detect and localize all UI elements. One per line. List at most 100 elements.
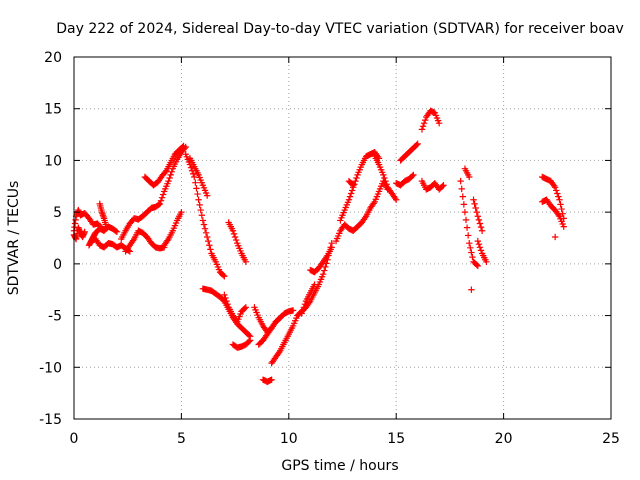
data-point-interp [464, 232, 472, 239]
data-point-interp [193, 185, 200, 192]
data-point [345, 196, 353, 203]
data-point-interp [554, 190, 561, 197]
data-point-interp [192, 179, 199, 186]
series-arc-22 [337, 148, 383, 224]
data-point-interp [196, 201, 203, 209]
data-point-interp [190, 170, 197, 178]
data-point-interp [558, 205, 565, 213]
data-point [180, 142, 187, 150]
series-arc-15 [225, 219, 250, 265]
data-point-interp [472, 204, 479, 212]
data-point [474, 213, 482, 220]
data-point [393, 196, 400, 203]
data-point-interp [166, 174, 173, 182]
data-point-interp [300, 304, 308, 311]
data-point-interp [421, 116, 429, 124]
series-arc-12 [199, 285, 254, 340]
x-axis-label: GPS time / hours [281, 458, 398, 474]
data-point [113, 228, 121, 235]
data-point-interp [245, 338, 253, 345]
data-point-interp [460, 201, 468, 208]
y-tick-label: 0 [53, 257, 62, 273]
data-point-interp [220, 272, 227, 279]
data-point-interp [158, 194, 166, 201]
data-point-interp [202, 229, 210, 237]
data-point [319, 271, 327, 278]
series-arc-9 [161, 208, 185, 249]
data-point-interp [222, 294, 229, 302]
data-point-interp [553, 187, 560, 194]
data-point-interp [477, 247, 485, 254]
data-point [483, 258, 490, 265]
data-point-interp [463, 224, 471, 231]
data-point-interp [467, 244, 474, 252]
x-tick-label: 15 [387, 431, 405, 447]
y-tick-label: 20 [44, 50, 62, 66]
x-tick-label: 0 [70, 431, 79, 447]
data-point-interp [241, 305, 248, 312]
data-point [474, 262, 482, 270]
series-arc-37 [551, 233, 559, 241]
series-arc-32 [470, 196, 486, 234]
data-point-interp [469, 253, 476, 261]
series-arc-10 [182, 151, 228, 280]
data-point-interp [420, 119, 428, 127]
series-arc-7 [122, 227, 168, 255]
data-point [470, 196, 477, 203]
data-point [380, 171, 387, 179]
data-point [229, 227, 237, 234]
data-point-interp [476, 220, 484, 227]
data-point [466, 239, 473, 247]
data-point [221, 291, 228, 299]
data-point-interp [419, 123, 427, 130]
data-point-interp [301, 300, 309, 308]
data-point-interp [224, 300, 231, 308]
x-tick-label: 25 [602, 431, 620, 447]
x-tick-label: 20 [495, 431, 513, 447]
series-arc-27 [397, 140, 421, 164]
data-point-interp [299, 307, 306, 314]
data-point [103, 223, 110, 230]
data-point-interp [559, 210, 566, 217]
data-point-interp [206, 242, 213, 249]
data-point [203, 233, 211, 241]
series-arc-13 [221, 291, 250, 325]
data-point [298, 310, 305, 317]
series-arc-25 [371, 153, 400, 203]
data-point-interp [155, 201, 163, 208]
data-point-interp [409, 172, 416, 180]
data-point [81, 228, 88, 235]
data-point-interp [230, 230, 238, 238]
data-point-interp [179, 143, 186, 151]
data-point [551, 233, 559, 241]
axis-ticks [73, 56, 612, 420]
data-point-interp [159, 191, 167, 198]
data-point-interp [477, 223, 485, 231]
y-tick-label: -15 [39, 412, 62, 428]
series-arc-21 [307, 244, 335, 276]
data-point-interp [112, 227, 120, 235]
data-point [466, 173, 473, 181]
series-arc-23 [332, 177, 391, 245]
data-point [246, 337, 254, 344]
data-point-interp [382, 177, 389, 185]
data-point [195, 196, 202, 203]
data-point-interp [475, 241, 483, 248]
data-point-interp [413, 141, 420, 149]
y-tick-label: 10 [44, 153, 62, 169]
x-tick-label: 5 [177, 431, 186, 447]
data-point-interp [473, 208, 480, 216]
data-point-interp [231, 233, 239, 241]
data-point-interp [348, 187, 356, 194]
data-point [242, 304, 250, 311]
data-point-interp [162, 168, 169, 176]
data-point [418, 126, 426, 133]
data-point [461, 208, 469, 216]
data-point [191, 173, 198, 181]
data-point [478, 227, 486, 234]
data-points [70, 107, 567, 385]
data-point-interp [468, 249, 475, 256]
chart-title: Day 222 of 2024, Sidereal Day-to-day VTE… [56, 21, 624, 37]
data-point [289, 307, 297, 314]
data-point [221, 273, 228, 280]
